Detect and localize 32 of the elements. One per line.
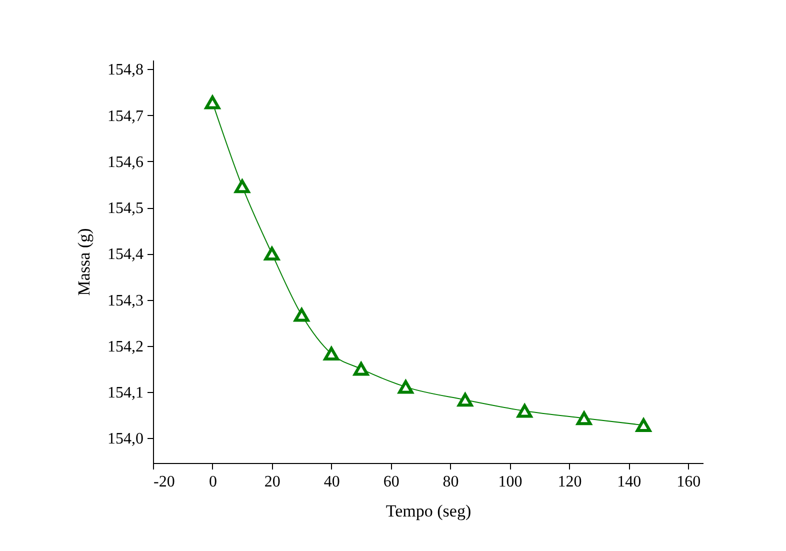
- point: [353, 362, 369, 376]
- point: [204, 96, 220, 110]
- x-tick-label: 80: [442, 474, 459, 490]
- y-tick-label: 154,3: [108, 292, 144, 310]
- y-tick-label: 154,4: [108, 246, 144, 264]
- x-tick-label: 20: [264, 474, 280, 490]
- y-tick-label: 154,5: [108, 200, 144, 218]
- x-tick-label: 140: [617, 474, 642, 490]
- x-axis-title: Tempo (seg): [386, 502, 472, 520]
- point: [636, 418, 652, 432]
- y-tick-label: 154,0: [108, 430, 144, 448]
- point: [324, 346, 339, 361]
- x-tick-label: 60: [383, 474, 400, 490]
- x-tick-label: 120: [558, 474, 582, 490]
- y-tick-label: 154,6: [108, 154, 144, 171]
- x-tick-label: -20: [154, 474, 175, 490]
- point: [458, 393, 473, 407]
- y-axis-title: Massa (g): [74, 228, 94, 296]
- y-tick-label: 154,7: [108, 108, 144, 125]
- y-tick-label: 154,8: [108, 62, 144, 79]
- point: [294, 308, 310, 322]
- x-tick-label: 40: [324, 474, 340, 490]
- point: [576, 411, 592, 426]
- y-tick-label: 154,2: [108, 338, 144, 356]
- point: [517, 404, 532, 418]
- x-tick-label: 160: [676, 474, 701, 490]
- x-tick-label: 0: [208, 474, 217, 490]
- point: [398, 380, 414, 394]
- point: [264, 246, 280, 260]
- point: [234, 180, 250, 194]
- x-tick-label: 100: [498, 474, 522, 490]
- y-tick-label: 154,1: [108, 384, 144, 402]
